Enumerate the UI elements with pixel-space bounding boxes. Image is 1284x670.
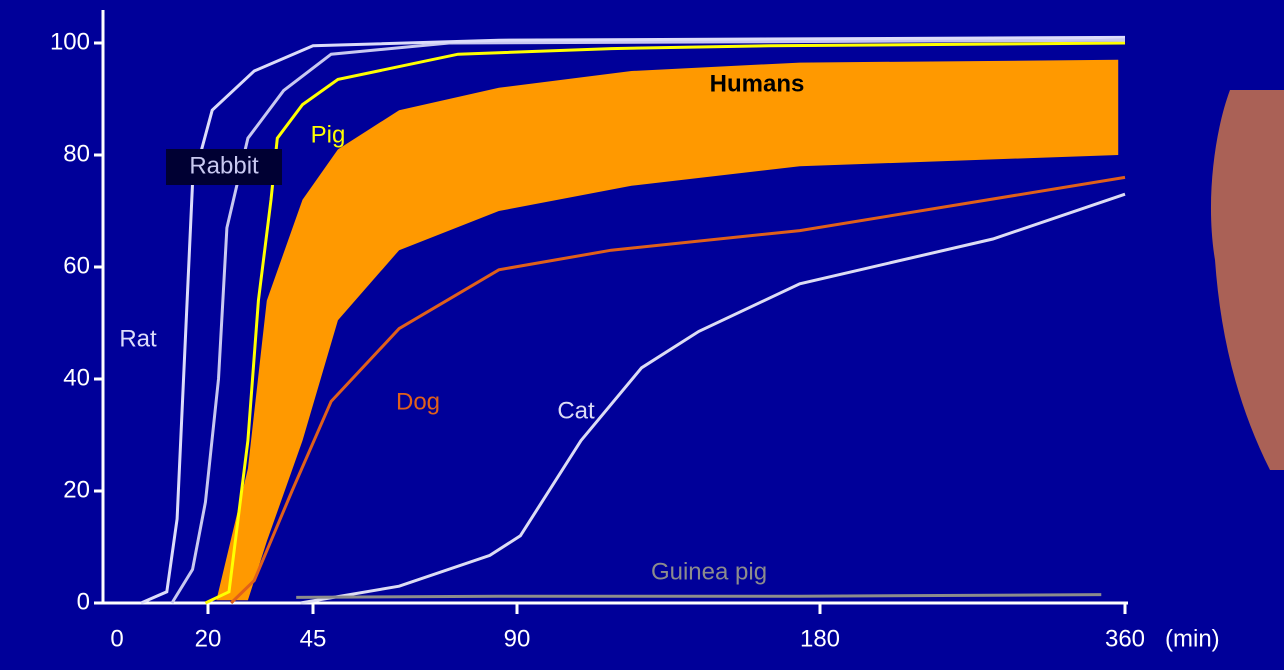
series-label: Humans (710, 70, 805, 97)
series-line (140, 35, 1126, 605)
series-label: Pig (311, 121, 346, 148)
series-label: Rat (119, 325, 157, 352)
label-box (166, 149, 282, 185)
series-label: Cat (557, 397, 595, 424)
x-tick-label: 0 (110, 625, 123, 652)
y-tick-label: 40 (63, 364, 90, 391)
y-tick-label: 80 (63, 140, 90, 167)
series-label: Dog (396, 388, 440, 415)
series-line (296, 593, 1102, 599)
series-line (204, 41, 1126, 605)
y-tick-label: 60 (63, 252, 90, 279)
y-tick-label: 20 (63, 476, 90, 503)
x-tick-label: 20 (195, 625, 222, 652)
x-tick-label: 360 (1105, 625, 1145, 652)
series-label: Guinea pig (651, 558, 767, 585)
series-label: Rabbit (189, 152, 259, 179)
y-tick-label: 0 (77, 588, 90, 615)
x-axis-label: (min) (1165, 625, 1220, 652)
series-line (230, 175, 1126, 605)
x-tick-label: 45 (300, 625, 327, 652)
y-tick-label: 100 (50, 28, 90, 55)
series-line (300, 192, 1126, 605)
humans-band (216, 59, 1119, 601)
x-tick-label: 180 (800, 625, 840, 652)
x-tick-label: 90 (504, 625, 531, 652)
heart-image (1210, 90, 1284, 470)
